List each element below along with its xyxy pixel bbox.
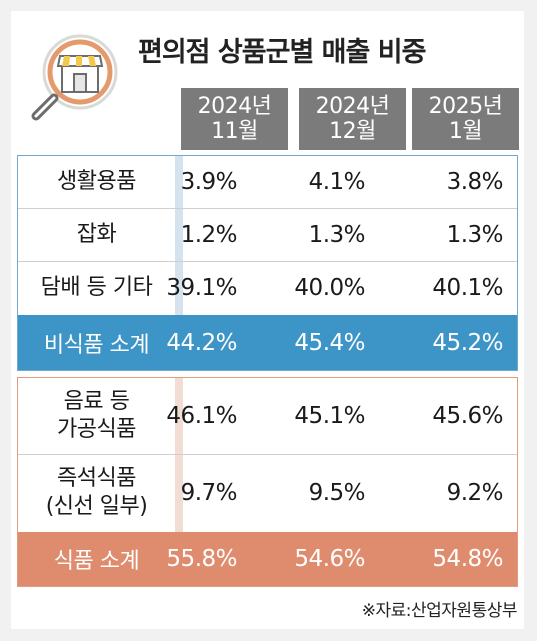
cell-value: 46.1% xyxy=(166,403,237,429)
subtotal-value: 45.4% xyxy=(294,329,365,356)
column-header-month: 11월 xyxy=(211,119,258,144)
food-section: 음료 등 가공식품 46.1% 45.1% 45.6% 즉석식품 (신선 일부)… xyxy=(17,377,518,587)
table-row: 잡화 1.2% 1.3% 1.3% xyxy=(18,209,517,261)
non-food-section: 생활용품 3.9% 4.1% 3.8% 잡화 1.2% 1.3% 1.3% 담배… xyxy=(17,155,518,371)
subtotal-value: 54.8% xyxy=(432,546,503,572)
table-row: 생활용품 3.9% 4.1% 3.8% xyxy=(18,156,517,208)
cell-value: 1.3% xyxy=(446,222,504,248)
row-label-line: 음료 등 xyxy=(63,389,130,414)
cell-value: 45.6% xyxy=(432,403,503,429)
row-divider xyxy=(18,261,517,262)
column-header-month: 1월 xyxy=(448,119,483,144)
column-header-year: 2025년 xyxy=(428,94,503,119)
cell-value: 3.9% xyxy=(180,169,238,195)
subtotal-value: 44.2% xyxy=(166,329,237,356)
cell-value: 1.3% xyxy=(308,222,366,248)
subtotal-label: 식품 소계 xyxy=(53,549,140,574)
subtotal-value: 55.8% xyxy=(166,546,237,572)
cell-value: 1.2% xyxy=(180,222,238,248)
cell-value: 3.8% xyxy=(446,169,504,195)
row-label-line: (신선 일부) xyxy=(45,494,148,519)
page-title: 편의점 상품군별 매출 비중 xyxy=(138,37,426,68)
row-divider xyxy=(18,454,517,455)
row-label: 담배 등 기타 xyxy=(40,275,153,300)
column-gutter xyxy=(175,378,183,586)
row-label: 즉석식품 (신선 일부) xyxy=(18,465,175,521)
cell-value: 45.1% xyxy=(294,403,365,429)
cell-value: 9.7% xyxy=(180,480,238,506)
row-divider xyxy=(18,208,517,209)
column-header-3: 2025년 1월 xyxy=(412,88,519,150)
cell-value: 40.1% xyxy=(432,275,503,301)
cell-value: 40.0% xyxy=(294,275,365,301)
cell-value: 9.5% xyxy=(308,480,366,506)
table-row: 즉석식품 (신선 일부) 9.7% 9.5% 9.2% xyxy=(18,455,517,531)
column-header-1: 2024년 11월 xyxy=(181,88,288,150)
row-label: 생활용품 xyxy=(57,169,136,194)
subtotal-value: 54.6% xyxy=(294,546,365,572)
column-header-month: 12월 xyxy=(329,119,376,144)
row-label: 음료 등 가공식품 xyxy=(18,388,175,444)
table-row: 음료 등 가공식품 46.1% 45.1% 45.6% xyxy=(18,378,517,454)
column-header-year: 2024년 xyxy=(315,94,390,119)
cell-value: 9.2% xyxy=(446,480,504,506)
column-header-year: 2024년 xyxy=(197,94,272,119)
subtotal-label: 비식품 소계 xyxy=(43,332,150,358)
cell-value: 39.1% xyxy=(166,275,237,301)
source-note: ※자료:산업자원통상부 xyxy=(361,601,518,621)
row-label: 잡화 xyxy=(76,222,117,247)
column-header-2: 2024년 12월 xyxy=(299,88,406,150)
store-magnifier-icon xyxy=(31,34,118,121)
subtotal-value: 45.2% xyxy=(432,329,503,356)
table-row: 담배 등 기타 39.1% 40.0% 40.1% xyxy=(18,262,517,314)
row-label-line: 가공식품 xyxy=(57,417,136,442)
non-food-subtotal-row: 비식품 소계 44.2% 45.4% 45.2% xyxy=(18,315,517,370)
column-gutter xyxy=(175,156,183,370)
food-subtotal-row: 식품 소계 55.8% 54.6% 54.8% xyxy=(18,532,517,586)
cell-value: 4.1% xyxy=(308,169,366,195)
row-label-line: 즉석식품 xyxy=(57,466,136,491)
